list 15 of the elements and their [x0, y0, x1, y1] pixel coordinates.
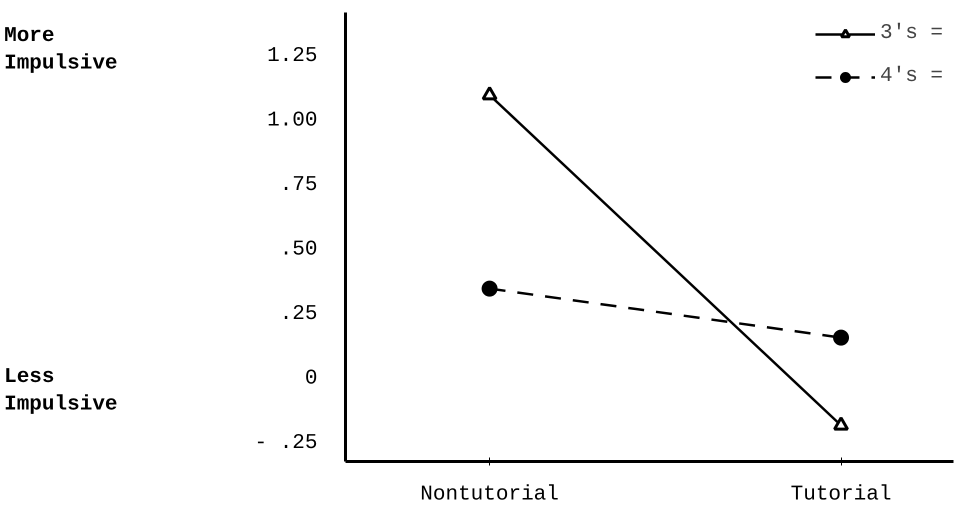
x-tick-label: Tutorial: [790, 484, 892, 506]
y-tick-label: .50: [280, 238, 318, 262]
y-tick-label: 1.25: [267, 44, 318, 68]
legend-label: 3's =: [880, 22, 943, 45]
x-tick-label: Nontutorial: [420, 484, 559, 506]
point: [833, 330, 850, 346]
point: [482, 280, 498, 297]
y-tick-label: .75: [280, 174, 318, 197]
y-tick-label: - .25: [254, 432, 318, 455]
y-tick-label: 1.00: [267, 109, 318, 132]
text: Less Impulsive: [4, 366, 118, 417]
legend-label: 4's =: [880, 65, 943, 88]
y-tick-label: 0: [304, 367, 318, 390]
y-tick-label: .25: [280, 302, 318, 326]
text: More Impulsive: [4, 24, 118, 76]
